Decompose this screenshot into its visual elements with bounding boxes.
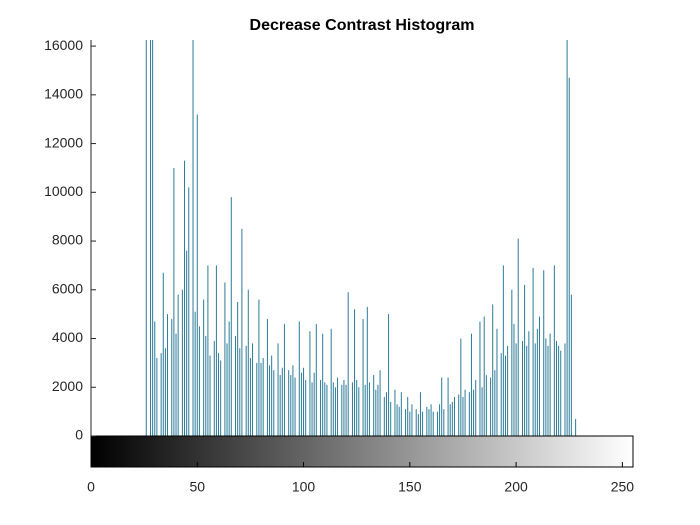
colorbar — [90, 435, 634, 468]
y-tick-label: 16000 — [44, 37, 83, 53]
y-tick-label: 6000 — [52, 280, 83, 296]
x-tick-label: 0 — [87, 479, 95, 495]
x-tick-label: 200 — [504, 479, 528, 495]
y-tick-label: 12000 — [44, 134, 83, 150]
stems — [145, 40, 577, 436]
x-tick-label: 100 — [292, 479, 316, 495]
x-tick-label: 50 — [189, 479, 205, 495]
y-tick-label: 0 — [75, 427, 83, 443]
x-tick-label: 250 — [611, 479, 635, 495]
y-tick-label: 10000 — [44, 183, 83, 199]
chart-title: Decrease Contrast Histogram — [250, 17, 475, 34]
y-tick-label: 2000 — [52, 378, 83, 394]
x-tick-label: 150 — [398, 479, 422, 495]
y-tick-label: 8000 — [52, 232, 83, 248]
y-tick-label: 14000 — [44, 86, 83, 102]
y-tick-label: 4000 — [52, 329, 83, 345]
